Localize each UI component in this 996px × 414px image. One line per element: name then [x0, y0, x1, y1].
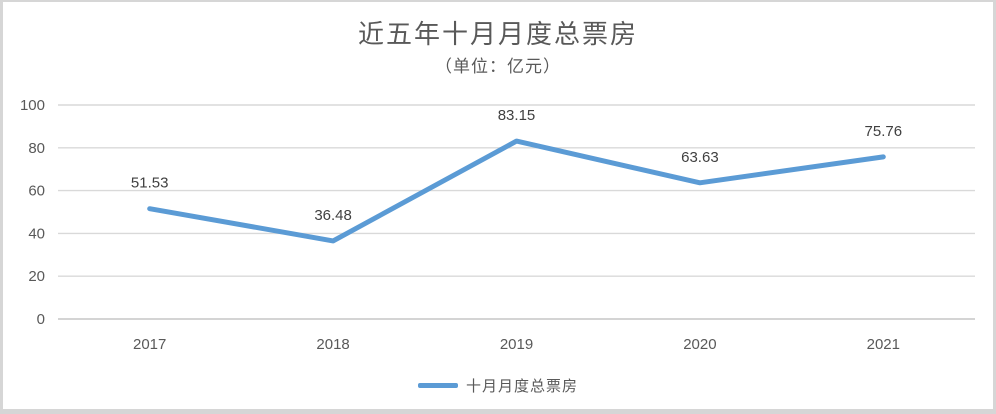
series-line	[147, 138, 886, 244]
y-tick-label: 60	[28, 183, 45, 200]
y-tick-label: 100	[20, 97, 45, 114]
chart-title: 近五年十月月度总票房	[357, 20, 638, 49]
legend-label: 十月月度总票房	[465, 378, 578, 395]
y-tick-label: 20	[28, 268, 45, 285]
data-label: 83.15	[498, 107, 536, 124]
legend: 十月月度总票房	[3, 375, 993, 396]
y-tick-label: 40	[28, 225, 45, 242]
chart-subtitle: （单位：亿元）	[435, 57, 561, 76]
data-label: 51.53	[131, 175, 169, 192]
data-label: 36.48	[314, 207, 352, 224]
x-tick-label: 2021	[867, 336, 900, 353]
y-tick-label: 80	[28, 140, 45, 157]
line-chart-plot-area: 0 20 40 60 80 100 2017 2018 2019 2020 2021 51.53 36.…	[20, 97, 975, 353]
x-tick-label: 2019	[500, 336, 533, 353]
x-tick-label: 2017	[133, 336, 166, 353]
data-label: 63.63	[681, 149, 719, 166]
legend-line-marker	[417, 383, 458, 388]
x-tick-label: 2020	[683, 336, 716, 353]
data-label: 75.76	[865, 123, 903, 140]
y-tick-label: 0	[37, 311, 45, 328]
x-tick-label: 2018	[316, 336, 349, 353]
